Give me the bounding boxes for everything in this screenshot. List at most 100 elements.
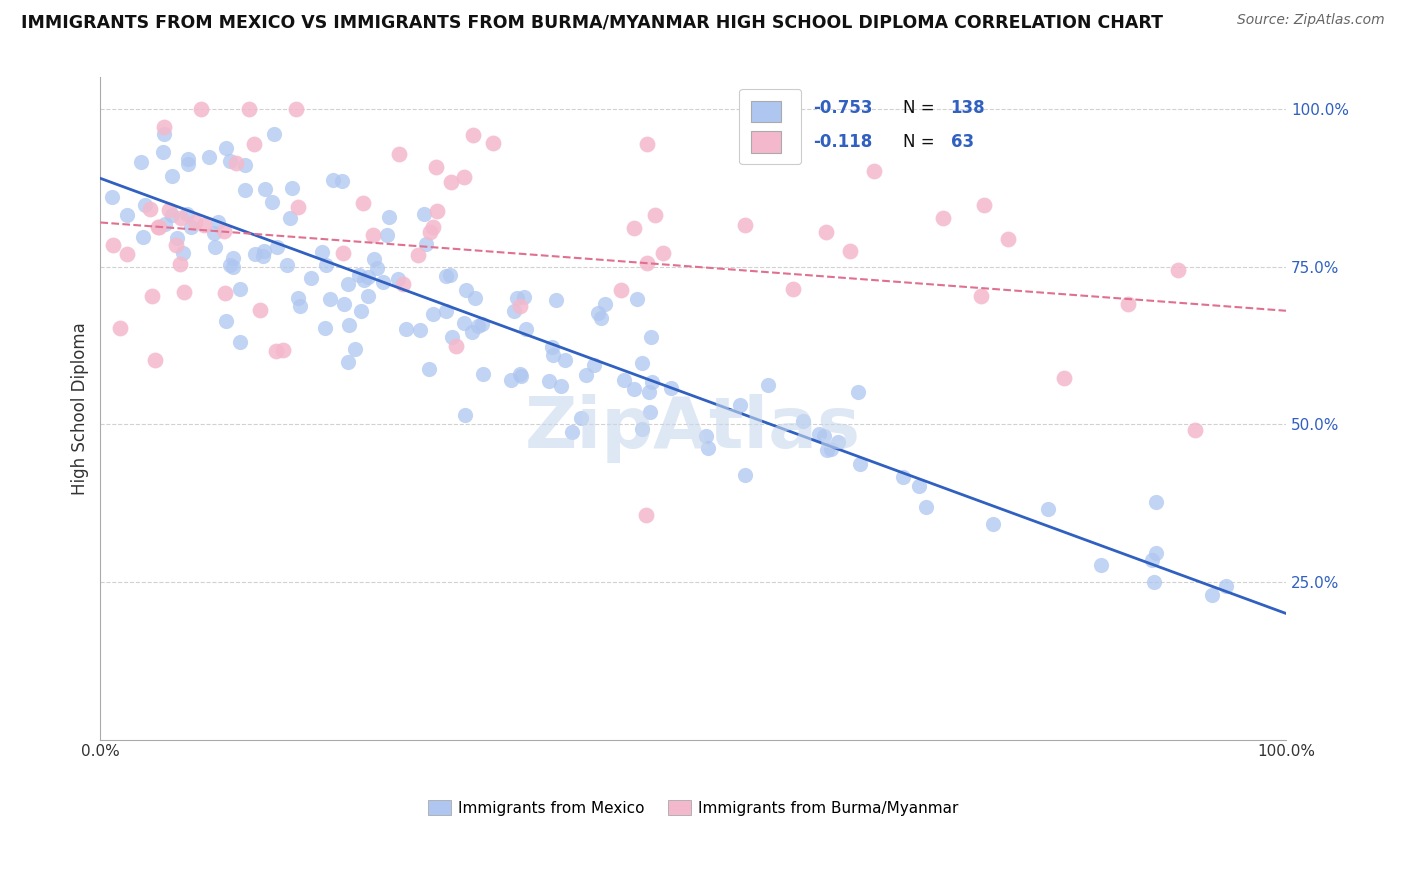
Point [177,156,200,170]
Text: 63: 63 [950,133,974,151]
Point [249,303,271,318]
Point [849,457,872,471]
Point [652,245,675,260]
Point [115,209,138,223]
Point [229,282,252,296]
Point [426,204,449,219]
Point [357,270,380,285]
Point [575,368,598,382]
Point [503,304,526,318]
Point [219,258,242,272]
Point [441,330,464,344]
Point [352,195,374,210]
Point [363,252,385,266]
Point [388,147,411,161]
Point [143,353,166,368]
Point [454,408,477,422]
Point [263,127,285,141]
Point [636,256,658,270]
Point [636,508,658,522]
Point [695,429,717,443]
Point [471,368,494,382]
Point [371,275,394,289]
Point [166,231,188,245]
Point [734,467,756,482]
Point [543,348,565,362]
Point [219,153,242,168]
Point [172,245,194,260]
Point [180,219,202,234]
Point [1036,502,1059,516]
Point [198,150,221,164]
Point [132,230,155,244]
Point [863,164,886,178]
Point [190,102,212,116]
Point [561,425,583,440]
Point [538,374,561,388]
Point [636,136,658,151]
Text: ZipAtlas: ZipAtlas [526,394,860,463]
Text: -0.753: -0.753 [813,99,873,118]
Y-axis label: High School Diploma: High School Diploma [72,322,89,495]
Text: IMMIGRANTS FROM MEXICO VS IMMIGRANTS FROM BURMA/MYANMAR HIGH SCHOOL DIPLOMA CORR: IMMIGRANTS FROM MEXICO VS IMMIGRANTS FRO… [21,13,1163,31]
Point [506,291,529,305]
Point [838,244,860,259]
Point [242,137,264,152]
Point [330,174,353,188]
Point [139,202,162,217]
Point [162,208,184,222]
Point [110,320,132,334]
Point [644,208,666,222]
Text: -0.118: -0.118 [813,133,872,151]
Text: Source: ZipAtlas.com: Source: ZipAtlas.com [1237,13,1385,28]
Text: N =: N = [903,133,941,151]
Point [613,373,636,387]
Point [214,285,236,300]
Point [1201,588,1223,602]
Point [387,272,409,286]
Point [271,343,294,358]
Point [595,297,617,311]
Point [792,414,814,428]
Point [169,257,191,271]
Point [336,354,359,368]
Point [820,442,842,456]
Point [640,405,662,419]
Point [1090,558,1112,572]
Point [815,442,838,457]
Point [319,293,342,307]
Point [278,211,301,226]
Point [907,479,929,493]
Point [756,377,779,392]
Point [453,170,475,185]
Point [641,375,664,389]
Point [550,379,572,393]
Point [148,219,170,234]
Point [117,247,139,261]
Point [134,198,156,212]
Point [212,224,235,238]
Point [631,422,654,436]
Point [155,217,177,231]
Point [254,182,277,196]
Point [193,219,215,233]
Point [891,470,914,484]
Point [101,238,124,252]
Point [1053,371,1076,385]
Point [233,157,256,171]
Legend: Immigrants from Mexico, Immigrants from Burma/Myanmar: Immigrants from Mexico, Immigrants from … [422,794,965,822]
Point [353,273,375,287]
Point [728,399,751,413]
Point [141,288,163,302]
Point [591,311,613,326]
Point [281,181,304,195]
Point [252,249,274,263]
Point [827,434,849,449]
Point [932,211,955,226]
Point [287,200,309,214]
Point [238,102,260,116]
Point [1140,553,1163,567]
Point [153,127,176,141]
Text: R =: R = [751,133,787,151]
Point [582,358,605,372]
